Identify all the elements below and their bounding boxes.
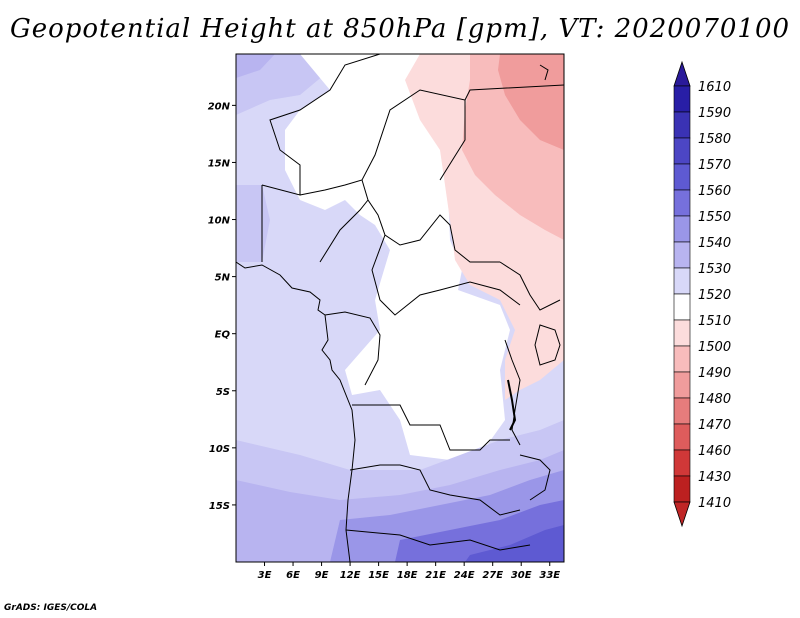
geopotential-field xyxy=(236,54,564,562)
lon-tick-label-0: 3E xyxy=(258,570,272,581)
namibia-border xyxy=(345,529,531,551)
lat-tick-label-1: 15N xyxy=(208,158,231,169)
lon-tick-label-10: 33E xyxy=(539,570,560,581)
colorbar: 1610 1590 1580 1570 1560 1550 1540 1530 1520 1510… xyxy=(673,60,731,528)
grads-credit: GrADS: IGES/COLA xyxy=(4,603,98,613)
drc-angola-border xyxy=(352,404,510,451)
egypt-sudan-border xyxy=(464,84,564,101)
car-drc-border xyxy=(371,234,521,316)
field-northwest-1540 xyxy=(236,54,275,78)
colorbar-top-arrow xyxy=(673,60,691,87)
congo-gabon-border xyxy=(324,311,381,386)
longitude-axis: 3E 6E 9E 12E 15E 18E 21E 24E 27E 30E 33E xyxy=(258,562,560,581)
country-borders xyxy=(236,54,564,562)
colorbar-bottom-arrow xyxy=(673,501,691,528)
colorbar-swatch-8 xyxy=(673,293,691,321)
colorbar-swatch-7 xyxy=(673,267,691,295)
colorbar-swatch-3 xyxy=(673,163,691,191)
colorbar-label-2: 1580 xyxy=(698,132,731,147)
colorbar-swatch-1 xyxy=(673,111,691,139)
field-northeast-1480 xyxy=(498,54,564,150)
colorbar-label-1: 1590 xyxy=(698,106,731,121)
colorbar-swatch-15 xyxy=(673,475,691,503)
colorbar-swatch-9 xyxy=(673,319,691,347)
angola-zambia-border xyxy=(349,464,521,516)
lat-tick-label-7: 15S xyxy=(209,501,230,512)
lon-tick-label-9: 30E xyxy=(511,570,532,581)
field-south-1570 xyxy=(465,525,564,562)
lon-tick-label-6: 21E xyxy=(425,570,446,581)
lake-tanganyika xyxy=(507,379,517,431)
lon-tick-label-3: 12E xyxy=(340,570,361,581)
colorbar-label-14: 1460 xyxy=(698,444,731,459)
lat-tick-label-4: EQ xyxy=(215,330,231,341)
colorbar-label-16: 1410 xyxy=(698,496,731,511)
atlantic-coastline xyxy=(236,261,356,562)
colorbar-swatch-11 xyxy=(673,371,691,399)
colorbar-label-15: 1430 xyxy=(698,470,731,485)
lat-tick-label-3: 5N xyxy=(215,273,231,284)
colorbar-label-5: 1550 xyxy=(698,210,731,225)
sahel-border-west xyxy=(261,54,381,196)
lake-malawi-region xyxy=(519,454,551,501)
colorbar-swatch-4 xyxy=(673,189,691,217)
colorbar-label-13: 1470 xyxy=(698,418,731,433)
lon-tick-label-1: 6E xyxy=(286,570,300,581)
colorbar-swatch-10 xyxy=(673,345,691,373)
map-frame xyxy=(235,53,565,563)
lat-tick-label-6: 10S xyxy=(209,444,230,455)
colorbar-label-11: 1490 xyxy=(698,366,731,381)
lon-tick-label-7: 24E xyxy=(454,570,475,581)
colorbar-swatch-6 xyxy=(673,241,691,269)
map-title: Geopotential Height at 850hPa [gpm], VT:… xyxy=(9,14,791,44)
colorbar-label-7: 1530 xyxy=(698,262,731,277)
colorbar-swatch-13 xyxy=(673,423,691,451)
lat-tick-label-2: 10N xyxy=(208,216,231,227)
lon-tick-label-5: 18E xyxy=(397,570,418,581)
chad-niger-border xyxy=(299,89,466,196)
lon-tick-label-8: 27E xyxy=(482,570,503,581)
great-lakes-border xyxy=(504,339,521,446)
lat-tick-label-5: 5S xyxy=(216,387,230,398)
car-chad-border xyxy=(361,179,500,263)
red-sea-coast xyxy=(539,64,549,81)
colorbar-swatch-0 xyxy=(673,85,691,113)
lake-victoria xyxy=(534,324,561,366)
colorbar-label-12: 1480 xyxy=(698,392,731,407)
colorbar-label-4: 1560 xyxy=(698,184,731,199)
colorbar-swatch-5 xyxy=(673,215,691,243)
lon-tick-label-4: 15E xyxy=(368,570,389,581)
colorbar-label-6: 1540 xyxy=(698,236,731,251)
colorbar-label-10: 1500 xyxy=(698,340,731,355)
south-sudan-border xyxy=(499,261,561,311)
colorbar-label-9: 1510 xyxy=(698,314,731,329)
colorbar-label-0: 1610 xyxy=(698,80,731,95)
colorbar-swatch-14 xyxy=(673,449,691,477)
colorbar-label-8: 1520 xyxy=(698,288,731,303)
latitude-axis: 20N 15N 10N 5N EQ 5S 10S 15S xyxy=(208,101,236,512)
colorbar-swatch-2 xyxy=(673,137,691,165)
nigeria-cameroon-border xyxy=(319,199,369,263)
colorbar-swatch-12 xyxy=(673,397,691,425)
colorbar-label-3: 1570 xyxy=(698,158,731,173)
lon-tick-label-2: 9E xyxy=(315,570,329,581)
lat-tick-label-0: 20N xyxy=(208,101,231,112)
